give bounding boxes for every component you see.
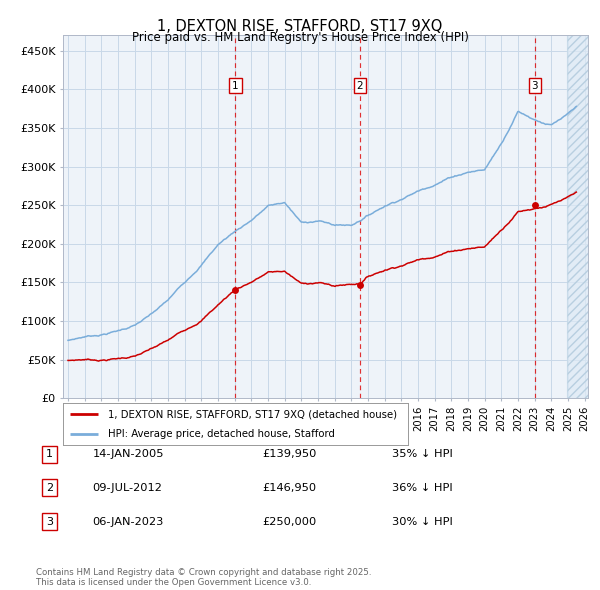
Text: £146,950: £146,950	[263, 483, 317, 493]
Text: 1: 1	[232, 81, 239, 91]
Text: 35% ↓ HPI: 35% ↓ HPI	[392, 450, 453, 459]
Text: 3: 3	[532, 81, 538, 91]
Text: 3: 3	[46, 517, 53, 526]
Text: £139,950: £139,950	[263, 450, 317, 459]
Text: 30% ↓ HPI: 30% ↓ HPI	[392, 517, 453, 526]
Text: Price paid vs. HM Land Registry's House Price Index (HPI): Price paid vs. HM Land Registry's House …	[131, 31, 469, 44]
Text: 14-JAN-2005: 14-JAN-2005	[92, 450, 164, 459]
Text: £250,000: £250,000	[263, 517, 317, 526]
Bar	[566, 35, 593, 398]
Text: 1, DEXTON RISE, STAFFORD, ST17 9XQ (detached house): 1, DEXTON RISE, STAFFORD, ST17 9XQ (deta…	[108, 409, 397, 419]
Text: Contains HM Land Registry data © Crown copyright and database right 2025.
This d: Contains HM Land Registry data © Crown c…	[36, 568, 371, 587]
Text: 2: 2	[356, 81, 364, 91]
Text: 1, DEXTON RISE, STAFFORD, ST17 9XQ: 1, DEXTON RISE, STAFFORD, ST17 9XQ	[157, 19, 443, 34]
Bar	[566, 35, 593, 398]
Text: 2: 2	[46, 483, 53, 493]
Text: 06-JAN-2023: 06-JAN-2023	[92, 517, 164, 526]
Text: HPI: Average price, detached house, Stafford: HPI: Average price, detached house, Staf…	[108, 429, 335, 439]
Text: 36% ↓ HPI: 36% ↓ HPI	[392, 483, 453, 493]
Text: 09-JUL-2012: 09-JUL-2012	[92, 483, 163, 493]
Text: 1: 1	[46, 450, 53, 459]
